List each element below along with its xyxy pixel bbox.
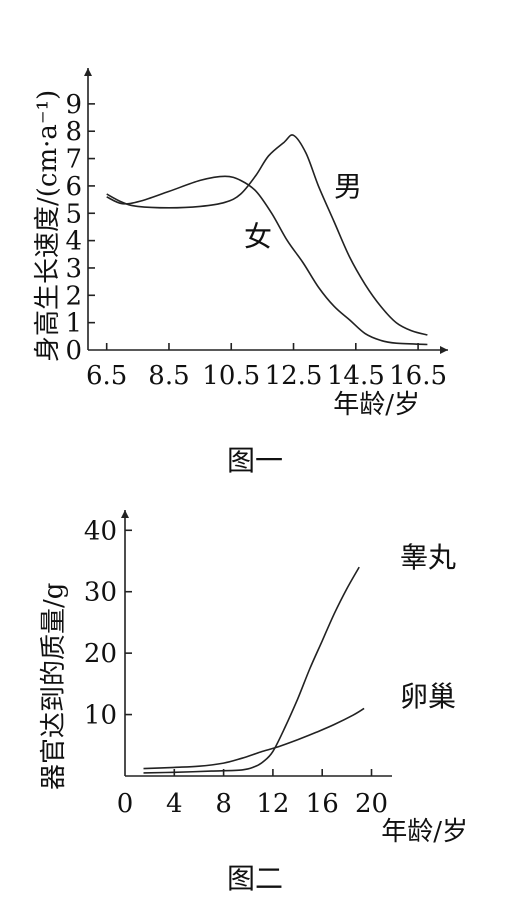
chart1-x-tick-label: 14.5 xyxy=(327,361,385,391)
chart1-y-tick-label: 0 xyxy=(65,336,82,366)
chart1-y-axis-label: 身高生长速度/(cm·a⁻¹) xyxy=(33,90,63,362)
chart2-x-tick-label: 20 xyxy=(355,789,388,819)
chart1-y-tick-label: 5 xyxy=(65,199,82,229)
chart2-series-line-testis xyxy=(143,566,360,774)
chart1-x-tick-label: 8.5 xyxy=(148,361,189,391)
chart1-x-axis-label: 年龄/岁 xyxy=(333,390,420,420)
chart2-y-tick-label: 20 xyxy=(84,639,117,669)
chart1-caption: 图一 xyxy=(227,444,283,477)
chart1-series-line-male xyxy=(106,134,428,336)
chart1-x-tick-label: 12.5 xyxy=(265,361,323,391)
chart2-y-axis-label: 器官达到的质量/g xyxy=(39,583,69,790)
chart2-series-label-testis: 睾丸 xyxy=(400,541,456,574)
chart2-x-tick-label: 12 xyxy=(256,789,289,819)
chart2-y-tick-label: 10 xyxy=(84,701,117,731)
chart1-x-tick-label: 10.5 xyxy=(202,361,260,391)
chart2-x-axis-label: 年龄/岁 xyxy=(381,817,468,847)
chart2-x-tick-label: 4 xyxy=(166,789,183,819)
chart2-series-label-ovary: 卵巢 xyxy=(400,680,456,713)
chart1-y-tick-label: 8 xyxy=(65,117,82,147)
chart1-x-tick-label: 6.5 xyxy=(86,361,127,391)
chart2-series-line-ovary xyxy=(143,707,365,770)
chart1-y-tick-label: 2 xyxy=(65,281,82,311)
chart1-series-label-male: 男 xyxy=(334,170,362,203)
chart2-y-tick-label: 30 xyxy=(84,578,117,608)
chart1-x-tick-label: 16.5 xyxy=(389,361,447,391)
chart2-y-tick-label: 40 xyxy=(84,516,117,546)
chart1-series-line-female xyxy=(106,175,428,346)
chart1-series-label-female: 女 xyxy=(244,220,272,253)
chart2-x-tick-label: 0 xyxy=(117,789,134,819)
chart1-y-tick-label: 4 xyxy=(65,227,82,257)
chart1-y-tick-label: 7 xyxy=(65,145,82,175)
chart2-caption: 图二 xyxy=(227,862,283,895)
chart1-y-tick-label: 1 xyxy=(65,309,82,339)
chart1-y-tick-label: 9 xyxy=(65,90,82,120)
chart1-y-tick-label: 3 xyxy=(65,254,82,284)
chart2-x-tick-label: 8 xyxy=(215,789,232,819)
chart1-y-tick-label: 6 xyxy=(65,172,82,202)
chart2-x-tick-label: 16 xyxy=(306,789,339,819)
